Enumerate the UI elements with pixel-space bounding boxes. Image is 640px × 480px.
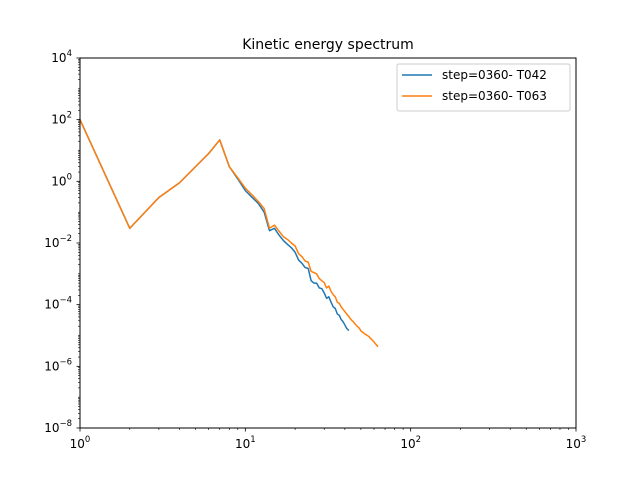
x-tick-labels: 100 101 102 103	[70, 435, 587, 451]
y-tick-label: 102	[51, 111, 72, 127]
series-layer	[79, 118, 379, 348]
y-tick-labels: 10−8 10−6 10−4 10−2 100 102 104	[44, 49, 72, 435]
legend-box	[396, 63, 571, 112]
legend: step=0360- T042 step=0360- T063	[396, 63, 571, 112]
plot-area	[80, 58, 576, 428]
chart-title: Kinetic energy spectrum	[242, 37, 414, 53]
y-tick-label: 10−2	[44, 234, 72, 250]
series-line-2	[79, 118, 379, 348]
y-tick-label: 10−4	[44, 296, 72, 312]
x-tick-label: 103	[566, 435, 587, 451]
x-tick-label: 102	[400, 435, 421, 451]
y-tick-label: 104	[51, 49, 72, 65]
y-tick-label: 10−6	[44, 357, 72, 373]
legend-label-2: step=0360- T063	[442, 89, 547, 103]
axes-frame	[79, 57, 577, 429]
legend-label-1: step=0360- T042	[442, 68, 547, 82]
y-tick-label: 100	[51, 172, 72, 188]
x-tick-label: 101	[235, 435, 256, 451]
legend-items: step=0360- T042 step=0360- T063	[402, 68, 547, 103]
y-tick-label: 10−8	[44, 419, 72, 435]
x-tick-label: 100	[70, 435, 91, 451]
